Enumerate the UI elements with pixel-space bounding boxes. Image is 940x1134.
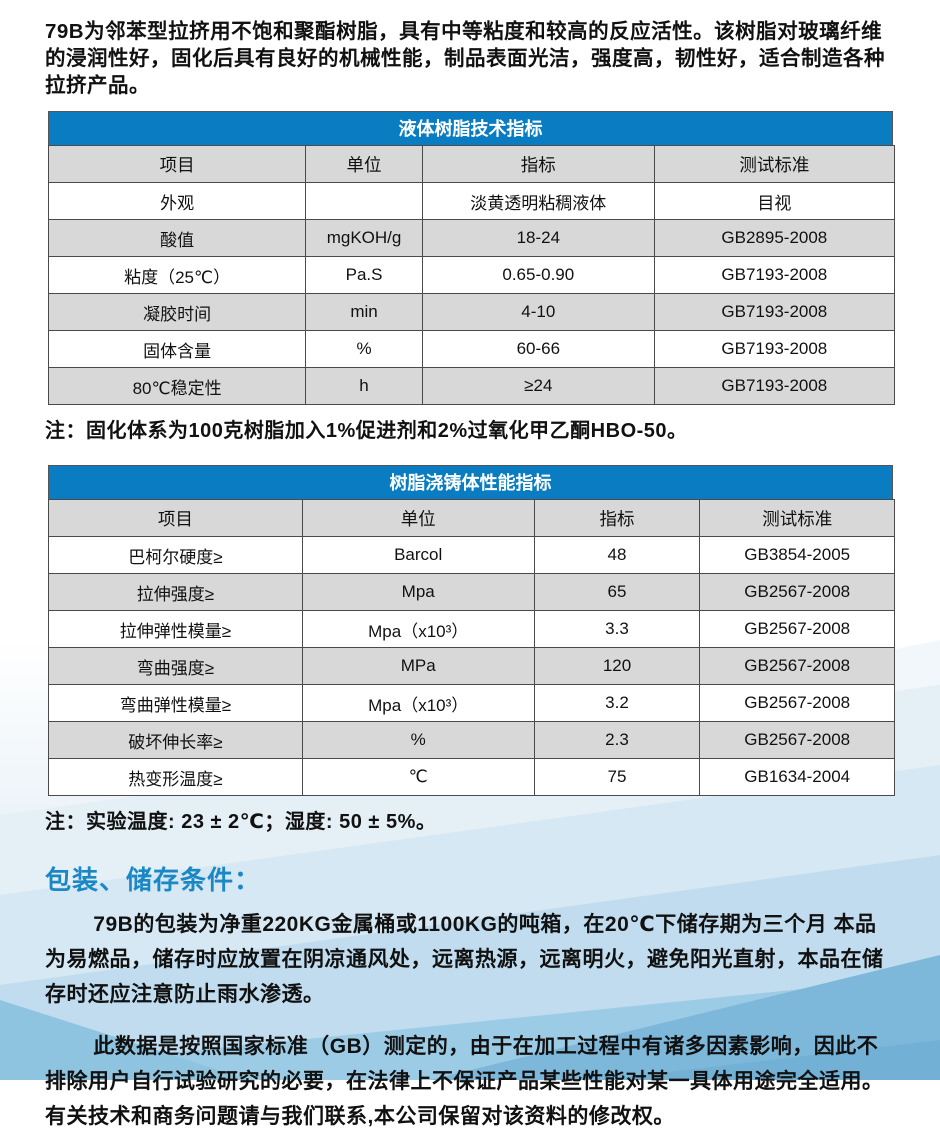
cell-standard: GB3854-2005 (699, 536, 895, 574)
cell-standard: GB2895-2008 (653, 219, 896, 257)
cell-unit: Pa.S (305, 256, 423, 294)
cell-unit: Barcol (301, 536, 535, 574)
cell-item: 弯曲弹性模量≥ (48, 684, 303, 722)
cell-value: 18-24 (421, 219, 655, 257)
table-row: 拉伸强度≥ Mpa 65 GB2567-2008 (48, 573, 895, 611)
cell-standard: GB2567-2008 (699, 610, 895, 648)
table-row: 粘度（25℃） Pa.S 0.65-0.90 GB7193-2008 (47, 256, 896, 294)
cell-value: 48 (533, 536, 701, 574)
table-row: 破坏伸长率≥ % 2.3 GB2567-2008 (48, 721, 895, 759)
table-row: 80℃稳定性 h ≥24 GB7193-2008 (47, 367, 896, 405)
cell-value: 3.3 (533, 610, 701, 648)
cell-value: 65 (533, 573, 701, 611)
table-row: 弯曲弹性模量≥ Mpa（x10³） 3.2 GB2567-2008 (48, 684, 895, 722)
column-header: 项目 (48, 499, 303, 537)
table-row: 酸值 mgKOH/g 18-24 GB2895-2008 (47, 219, 896, 257)
cell-item: 拉伸弹性模量≥ (48, 610, 303, 648)
column-header: 单位 (305, 145, 423, 183)
cell-item: 热变形温度≥ (48, 758, 303, 796)
cell-value: 4-10 (421, 293, 655, 331)
casting-body-table-title: 树脂浇铸体性能指标 (48, 465, 893, 499)
table-row: 拉伸弹性模量≥ Mpa（x10³） 3.3 GB2567-2008 (48, 610, 895, 648)
cell-value: ≥24 (421, 367, 655, 405)
column-header: 测试标准 (699, 499, 895, 537)
cell-item: 80℃稳定性 (47, 367, 307, 405)
cell-item: 弯曲强度≥ (48, 647, 303, 685)
table-row: 热变形温度≥ ℃ 75 GB1634-2004 (48, 758, 895, 796)
cell-value: 120 (533, 647, 701, 685)
table-row: 凝胶时间 min 4-10 GB7193-2008 (47, 293, 896, 331)
storage-section-heading: 包装、储存条件： (45, 865, 262, 895)
packaging-storage-paragraph: 79B的包装为净重220KG金属桶或1100KG的吨箱，在20℃下储存期为三个月… (45, 913, 884, 1006)
cell-standard: GB2567-2008 (699, 684, 895, 722)
cell-unit: ℃ (301, 758, 535, 796)
cell-item: 外观 (47, 182, 307, 220)
cell-item: 拉伸强度≥ (48, 573, 303, 611)
cell-value: 0.65-0.90 (421, 256, 655, 294)
cell-unit: h (305, 367, 423, 405)
liquid-resin-table-note: 注：固化体系为100克树脂加入1%促进剂和2%过氧化甲乙酮HBO-50。 (45, 420, 688, 442)
table-row: 弯曲强度≥ MPa 120 GB2567-2008 (48, 647, 895, 685)
table-row: 巴柯尔硬度≥ Barcol 48 GB3854-2005 (48, 536, 895, 574)
cell-unit: % (305, 330, 423, 368)
cell-value: 75 (533, 758, 701, 796)
cell-value: 淡黄透明粘稠液体 (421, 182, 655, 220)
cell-unit: % (301, 721, 535, 759)
cell-value: 2.3 (533, 721, 701, 759)
liquid-resin-table-title: 液体树脂技术指标 (48, 111, 893, 145)
casting-body-table: 项目 单位 指标 测试标准 巴柯尔硬度≥ Barcol 48 GB3854-20… (48, 499, 895, 796)
cell-item: 固体含量 (47, 330, 307, 368)
column-header: 单位 (301, 499, 535, 537)
cell-standard: GB7193-2008 (653, 367, 896, 405)
liquid-resin-table: 项目 单位 指标 测试标准 外观 淡黄透明粘稠液体 目视 酸值 mgKOH/g … (47, 145, 896, 405)
table-row: 固体含量 % 60-66 GB7193-2008 (47, 330, 896, 368)
casting-body-table-note: 注：实验温度: 23 ± 2℃；湿度: 50 ± 5%。 (45, 811, 437, 833)
cell-item: 破坏伸长率≥ (48, 721, 303, 759)
cell-item: 粘度（25℃） (47, 256, 307, 294)
cell-standard: GB7193-2008 (653, 330, 896, 368)
cell-unit (305, 182, 423, 220)
cell-unit: Mpa（x10³） (301, 684, 535, 722)
column-header: 测试标准 (653, 145, 896, 183)
cell-item: 凝胶时间 (47, 293, 307, 331)
table-header-row: 项目 单位 指标 测试标准 (47, 145, 896, 183)
cell-unit: mgKOH/g (305, 219, 423, 257)
cell-value: 3.2 (533, 684, 701, 722)
cell-unit: min (305, 293, 423, 331)
cell-standard: GB2567-2008 (699, 647, 895, 685)
table-header-row: 项目 单位 指标 测试标准 (48, 499, 895, 537)
cell-item: 巴柯尔硬度≥ (48, 536, 303, 574)
cell-unit: Mpa（x10³） (301, 610, 535, 648)
cell-standard: GB7193-2008 (653, 256, 896, 294)
cell-item: 酸值 (47, 219, 307, 257)
column-header: 指标 (421, 145, 655, 183)
column-header: 指标 (533, 499, 701, 537)
cell-standard: GB7193-2008 (653, 293, 896, 331)
column-header: 项目 (47, 145, 307, 183)
cell-standard: GB2567-2008 (699, 721, 895, 759)
disclaimer-paragraph: 此数据是按照国家标准（GB）测定的，由于在加工过程中有诸多因素影响，因此不排除用… (45, 1035, 884, 1128)
cell-value: 60-66 (421, 330, 655, 368)
cell-standard: 目视 (653, 182, 896, 220)
cell-standard: GB1634-2004 (699, 758, 895, 796)
table-row: 外观 淡黄透明粘稠液体 目视 (47, 182, 896, 220)
cell-unit: MPa (301, 647, 535, 685)
cell-standard: GB2567-2008 (699, 573, 895, 611)
cell-unit: Mpa (301, 573, 535, 611)
intro-paragraph: 79B为邻苯型拉挤用不饱和聚酯树脂，具有中等粘度和较高的反应活性。该树脂对玻璃纤… (45, 20, 885, 97)
